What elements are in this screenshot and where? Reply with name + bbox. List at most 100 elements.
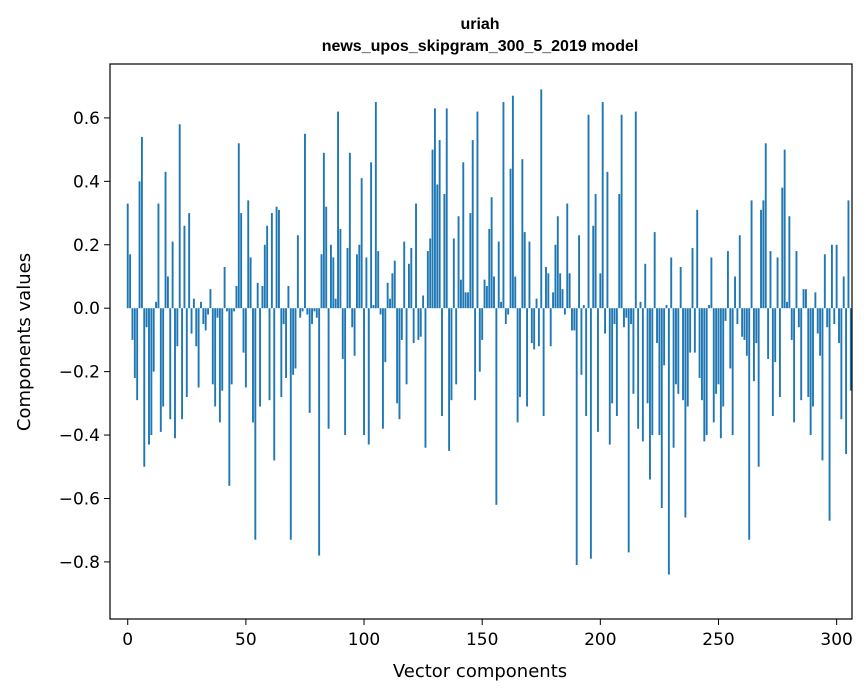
y-tick-label: −0.2 bbox=[59, 363, 100, 383]
y-tick-label: −0.4 bbox=[59, 426, 100, 446]
bar-component-227 bbox=[663, 308, 666, 366]
bar-component-283 bbox=[795, 251, 798, 309]
bar-component-47 bbox=[237, 143, 240, 309]
bar-component-217 bbox=[639, 301, 642, 309]
bar-component-210 bbox=[623, 308, 625, 328]
bar-component-78 bbox=[311, 308, 313, 325]
bar-component-224 bbox=[656, 308, 658, 344]
bar-component-134 bbox=[443, 194, 446, 309]
bar-component-106 bbox=[377, 251, 380, 309]
x-tick-label: 100 bbox=[348, 630, 380, 650]
bar-component-272 bbox=[769, 251, 772, 309]
bar-component-38 bbox=[216, 308, 219, 318]
bar-component-121 bbox=[412, 308, 415, 344]
bar-component-282 bbox=[793, 308, 796, 423]
bar-component-203 bbox=[606, 171, 609, 309]
bar-component-216 bbox=[637, 308, 640, 429]
bar-component-222 bbox=[651, 308, 654, 436]
bar-component-270 bbox=[764, 143, 767, 309]
bar-component-76 bbox=[306, 308, 309, 315]
bar-component-175 bbox=[540, 89, 543, 309]
y-tick-label: 0.6 bbox=[73, 109, 100, 129]
bar-component-63 bbox=[275, 206, 278, 309]
x-tick-label: 0 bbox=[122, 630, 133, 650]
bar-component-305 bbox=[847, 200, 850, 309]
bar-component-137 bbox=[450, 308, 453, 401]
bar-component-74 bbox=[301, 308, 304, 312]
bar-component-60 bbox=[268, 308, 271, 401]
bar-component-290 bbox=[812, 308, 814, 407]
bar-component-80 bbox=[315, 308, 318, 318]
bar-component-186 bbox=[566, 203, 569, 309]
bar-component-136 bbox=[448, 308, 451, 451]
bar-component-268 bbox=[760, 209, 762, 309]
bar-component-161 bbox=[507, 308, 510, 315]
bar-component-306 bbox=[849, 308, 852, 391]
bar-component-144 bbox=[467, 292, 469, 309]
bar-component-35 bbox=[209, 289, 212, 309]
bar-component-75 bbox=[304, 133, 306, 309]
bar-component-98 bbox=[358, 244, 361, 309]
bar-component-49 bbox=[242, 308, 245, 353]
bar-component-3 bbox=[133, 308, 136, 378]
bar-component-62 bbox=[273, 308, 276, 461]
bar-component-83 bbox=[322, 152, 325, 309]
bar-component-140 bbox=[457, 216, 460, 309]
bar-component-279 bbox=[786, 301, 788, 309]
bar-component-164 bbox=[514, 276, 517, 309]
bar-component-45 bbox=[233, 308, 236, 312]
bar-component-89 bbox=[337, 111, 339, 309]
bar-component-10 bbox=[150, 308, 153, 436]
bar-component-27 bbox=[190, 308, 193, 334]
bar-component-50 bbox=[244, 308, 247, 388]
bar-component-273 bbox=[771, 308, 774, 417]
bar-component-291 bbox=[814, 292, 817, 309]
bar-component-267 bbox=[757, 308, 760, 467]
bar-component-292 bbox=[816, 308, 819, 334]
bar-component-260 bbox=[741, 308, 744, 337]
bar-component-88 bbox=[334, 298, 337, 309]
bar-component-99 bbox=[360, 178, 363, 309]
bar-component-116 bbox=[400, 308, 403, 340]
bar-component-233 bbox=[677, 308, 680, 394]
x-tick-label: 250 bbox=[702, 630, 734, 650]
bar-component-124 bbox=[419, 308, 422, 337]
bar-component-17 bbox=[166, 276, 169, 309]
bar-component-153 bbox=[488, 228, 491, 309]
bar-component-289 bbox=[809, 308, 812, 436]
bar-component-87 bbox=[332, 257, 335, 309]
bar-component-299 bbox=[833, 308, 836, 325]
bar-component-219 bbox=[644, 263, 647, 309]
bar-component-66 bbox=[282, 308, 285, 325]
bar-component-154 bbox=[490, 197, 493, 309]
bar-component-57 bbox=[261, 286, 264, 309]
bar-component-162 bbox=[509, 168, 512, 309]
bar-component-181 bbox=[554, 244, 557, 309]
bar-component-147 bbox=[474, 308, 477, 401]
x-axis: 0 50 100 150 200 250 300 bbox=[122, 619, 853, 650]
bar-component-205 bbox=[611, 308, 614, 404]
bar-component-135 bbox=[445, 108, 448, 309]
bar-component-12 bbox=[155, 301, 158, 309]
bar-component-207 bbox=[615, 308, 618, 417]
bar-component-187 bbox=[568, 273, 571, 309]
bar-component-258 bbox=[736, 308, 739, 325]
bar-component-284 bbox=[797, 308, 800, 328]
bar-component-118 bbox=[405, 308, 408, 385]
bar-component-208 bbox=[618, 194, 621, 309]
bar-component-256 bbox=[731, 308, 734, 436]
bar-component-245 bbox=[705, 308, 708, 436]
bar-component-1 bbox=[129, 254, 132, 309]
bar-component-185 bbox=[563, 308, 566, 315]
bar-component-41 bbox=[223, 266, 226, 309]
bar-component-102 bbox=[367, 308, 370, 445]
bar-component-56 bbox=[259, 308, 261, 407]
bar-component-48 bbox=[240, 213, 243, 309]
bar-component-280 bbox=[788, 216, 791, 309]
bar-component-285 bbox=[800, 308, 803, 401]
bar-component-204 bbox=[608, 308, 611, 445]
bar-component-230 bbox=[670, 257, 673, 309]
bar-component-15 bbox=[162, 308, 165, 407]
bar-component-189 bbox=[573, 308, 576, 331]
